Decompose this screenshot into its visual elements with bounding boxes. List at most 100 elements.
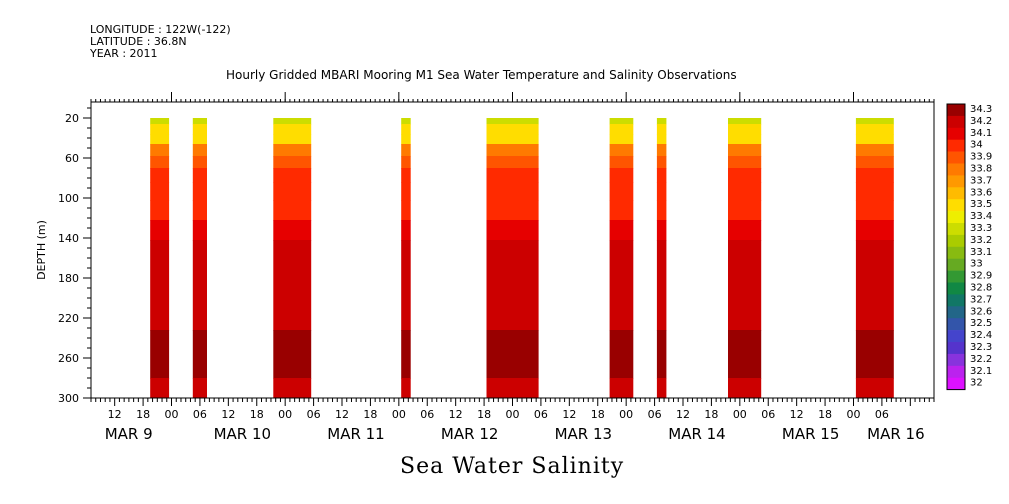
colorbar-swatch	[947, 104, 965, 117]
x-tick-label: 00	[165, 408, 179, 421]
latitude-label: LATITUDE : 36.8N	[90, 35, 187, 48]
x-tick-label: 12	[790, 408, 804, 421]
salinity-cell	[192, 200, 207, 221]
salinity-cell	[401, 168, 411, 183]
salinity-cell	[609, 200, 634, 221]
data-block	[486, 118, 539, 399]
colorbar-label: 34.1	[970, 128, 992, 139]
salinity-cell	[728, 124, 762, 135]
salinity-cell	[855, 118, 894, 125]
colorbar-swatch	[947, 187, 965, 200]
year-label: YEAR : 2011	[90, 47, 158, 60]
x-tick-label: 06	[534, 408, 548, 421]
heatmap-data-layer	[150, 118, 894, 399]
salinity-cell	[656, 220, 667, 241]
colorbar-swatch	[947, 377, 965, 390]
colorbar-label: 33.9	[970, 152, 992, 163]
salinity-cell	[855, 134, 894, 145]
y-tick-label: 300	[58, 392, 79, 405]
salinity-cell	[656, 144, 667, 157]
colorbar-label: 33.6	[970, 187, 992, 198]
x-tick-label: 12	[449, 408, 463, 421]
salinity-cell	[609, 156, 634, 169]
salinity-cell	[273, 168, 312, 183]
salinity-cell	[192, 240, 207, 331]
colorbar-swatch	[947, 258, 965, 271]
salinity-cell	[192, 118, 207, 125]
colorbar-label: 33.4	[970, 211, 992, 222]
x-tick-label: 00	[506, 408, 520, 421]
colorbar-label: 34.3	[970, 104, 992, 115]
x-tick-label: 06	[420, 408, 434, 421]
salinity-cell	[192, 330, 207, 379]
colorbar-label: 34	[970, 140, 983, 151]
salinity-cell	[656, 168, 667, 183]
colorbar-label: 32.1	[970, 366, 992, 377]
colorbar-swatch	[947, 270, 965, 283]
colorbar-swatch	[947, 115, 965, 129]
colorbar-swatch	[947, 353, 965, 367]
colorbar-swatch	[947, 199, 965, 212]
salinity-cell	[609, 168, 634, 183]
data-block	[855, 118, 894, 399]
salinity-cell	[855, 124, 894, 135]
y-tick-label: 60	[65, 152, 79, 165]
salinity-cell	[150, 156, 170, 169]
salinity-cell	[150, 330, 170, 379]
colorbar-frame	[946, 103, 966, 391]
y-tick-label: 20	[65, 112, 79, 125]
y-axis-label: DEPTH (m)	[35, 220, 48, 280]
salinity-cell	[150, 240, 170, 331]
data-block	[273, 118, 312, 399]
salinity-cell	[192, 220, 207, 241]
x-tick-label: 12	[562, 408, 576, 421]
salinity-cell	[273, 240, 312, 331]
salinity-cell	[855, 182, 894, 201]
y-tick-label: 260	[58, 352, 79, 365]
salinity-cell	[150, 134, 170, 145]
salinity-cell	[609, 144, 634, 157]
salinity-cell	[486, 378, 539, 399]
day-label: MAR 13	[555, 425, 612, 443]
colorbar-swatch	[947, 365, 965, 378]
salinity-cell	[401, 182, 411, 201]
salinity-cell	[656, 124, 667, 135]
salinity-cell	[609, 220, 634, 241]
colorbar-label: 32.2	[970, 354, 992, 365]
salinity-cell	[855, 220, 894, 241]
x-tick-label: 06	[875, 408, 889, 421]
x-tick-label: 00	[278, 408, 292, 421]
salinity-cell	[192, 134, 207, 145]
salinity-cell	[486, 240, 539, 331]
salinity-cell	[192, 182, 207, 201]
salinity-cell	[401, 330, 411, 379]
day-label: MAR 16	[867, 425, 924, 443]
chart-title: Hourly Gridded MBARI Mooring M1 Sea Wate…	[226, 68, 737, 82]
salinity-cell	[273, 118, 312, 125]
salinity-cell	[150, 144, 170, 157]
salinity-cell	[855, 330, 894, 379]
salinity-cell	[486, 156, 539, 169]
salinity-cell	[273, 134, 312, 145]
salinity-cell	[728, 200, 762, 221]
x-tick-label: 06	[307, 408, 321, 421]
day-label: MAR 15	[782, 425, 839, 443]
colorbar-label: 32	[970, 378, 983, 389]
y-tick-label: 140	[58, 232, 79, 245]
salinity-cell	[273, 200, 312, 221]
colorbar-label: 32.6	[970, 306, 992, 317]
colorbar-swatch	[947, 151, 965, 164]
salinity-cell	[486, 144, 539, 157]
salinity-cell	[486, 200, 539, 221]
salinity-cell	[150, 378, 170, 399]
salinity-cell	[609, 330, 634, 379]
salinity-cell	[273, 124, 312, 135]
colorbar-label: 34.2	[970, 116, 992, 127]
salinity-cell	[401, 124, 411, 135]
y-tick-label: 100	[58, 192, 79, 205]
salinity-cell	[609, 118, 634, 125]
day-label: MAR 10	[214, 425, 271, 443]
day-label: MAR 9	[105, 425, 153, 443]
longitude-label: LONGITUDE : 122W(-122)	[90, 23, 231, 36]
